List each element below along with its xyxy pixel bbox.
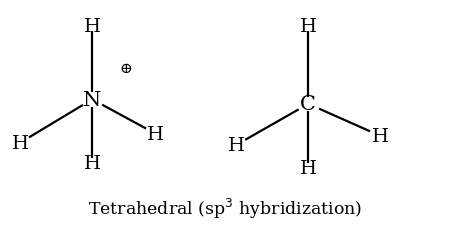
Text: H: H bbox=[300, 159, 317, 177]
Text: ⊕: ⊕ bbox=[120, 61, 132, 75]
Text: N: N bbox=[83, 90, 101, 109]
Text: H: H bbox=[372, 127, 389, 145]
Text: H: H bbox=[147, 125, 164, 143]
Text: H: H bbox=[228, 136, 245, 154]
Text: H: H bbox=[84, 155, 101, 172]
Text: Tetrahedral (sp$^3$ hybridization): Tetrahedral (sp$^3$ hybridization) bbox=[88, 196, 362, 220]
Text: H: H bbox=[12, 134, 29, 152]
Text: H: H bbox=[84, 18, 101, 36]
Text: C: C bbox=[300, 95, 316, 114]
Text: H: H bbox=[300, 18, 317, 36]
